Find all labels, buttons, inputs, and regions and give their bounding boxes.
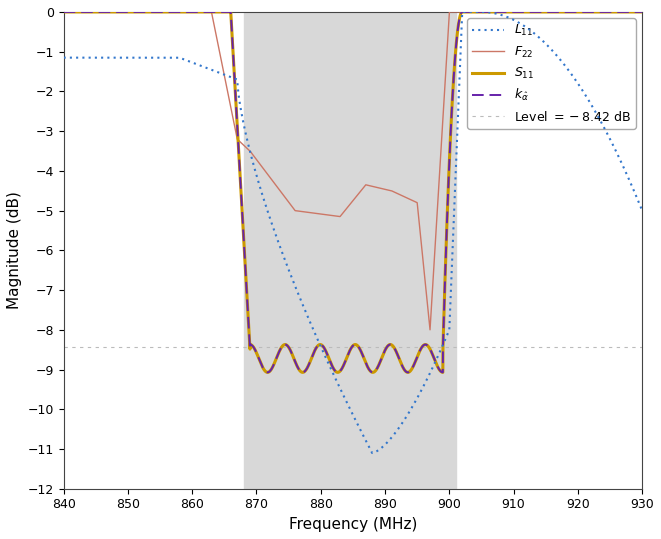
X-axis label: Frequency (MHz): Frequency (MHz) — [289, 517, 417, 532]
Bar — [244, 12, 455, 489]
Legend: $L_{11}$, $F_{22}$, $S_{11}$, $k_{\hat{\alpha}}$, Level $= -8.42$ dB: $L_{11}$, $F_{22}$, $S_{11}$, $k_{\hat{\… — [467, 18, 636, 129]
Y-axis label: Magnitude (dB): Magnitude (dB) — [7, 191, 22, 309]
